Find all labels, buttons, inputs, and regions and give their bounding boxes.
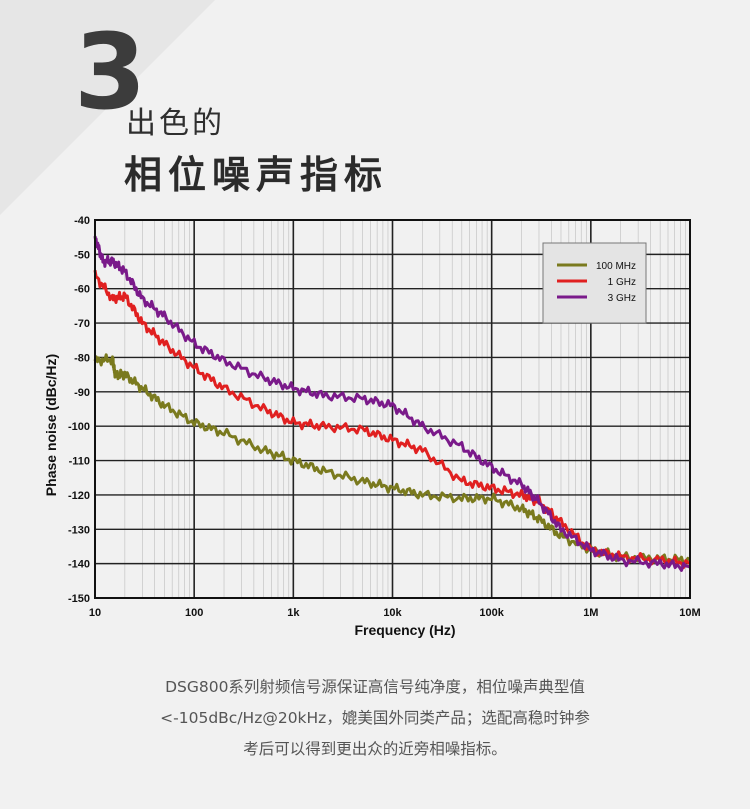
x-tick-label: 100 [185, 607, 203, 619]
x-tick-label: 100k [479, 607, 504, 619]
y-axis-label: Phase noise (dBc/Hz) [43, 354, 59, 496]
x-tick-label: 1k [287, 607, 300, 619]
decorative-corner [0, 0, 215, 215]
series-line-0 [93, 353, 692, 566]
y-tick-label: -130 [68, 524, 90, 536]
y-tick-label: -120 [68, 490, 90, 502]
x-tick-label: 1M [583, 607, 598, 619]
y-tick-label: -150 [68, 593, 90, 605]
section-number: 3 [74, 11, 146, 133]
y-tick-label: -50 [74, 249, 90, 261]
caption: DSG800系列射频信号源保证高信号纯净度，相位噪声典型值 <-105dBc/H… [0, 672, 750, 765]
caption-line-1: DSG800系列射频信号源保证高信号纯净度，相位噪声典型值 [165, 678, 585, 696]
title-line-2: 相位噪声指标 [124, 153, 389, 197]
y-tick-label: -80 [74, 352, 90, 364]
x-axis-label: Frequency (Hz) [354, 622, 455, 638]
y-tick-label: -70 [74, 318, 90, 330]
x-tick-label: 10M [679, 607, 700, 619]
legend-box [542, 242, 647, 324]
y-tick-label: -40 [74, 215, 90, 227]
legend: 100 MHz 1 GHz 3 GHz [542, 242, 647, 324]
y-tick-label: -140 [68, 559, 90, 571]
axes: 10 100 1k 10k 100k 1M 10M -40 -50 -60 -70 -80 -90 -10… [68, 215, 701, 619]
x-tick-label: 10 [89, 607, 101, 619]
y-tick-label: -60 [74, 284, 90, 296]
plot-frame [94, 219, 691, 599]
legend-label: 1 GHz [608, 277, 636, 288]
hero-section: 3 出色的 相位噪声指标 [0, 0, 750, 215]
x-tick-label: 10k [383, 607, 402, 619]
legend-label: 100 MHz [596, 261, 636, 272]
series-group [93, 235, 692, 572]
caption-line-2: <-105dBc/Hz@20kHz，媲美国外同类产品；选配高稳时钟参 [160, 709, 590, 727]
y-tick-label: -110 [69, 456, 90, 468]
series-line-2 [93, 235, 691, 572]
title-line-1: 出色的 [126, 106, 225, 141]
chart-svg: 10 100 1k 10k 100k 1M 10M -40 -50 -60 -70 -80 -90 -10… [40, 210, 710, 650]
y-tick-label: -100 [68, 421, 90, 433]
legend-label: 3 GHz [608, 293, 636, 304]
y-tick-label: -90 [74, 387, 90, 399]
caption-line-3: 考后可以得到更出众的近旁相噪指标。 [243, 740, 507, 758]
phase-noise-chart: 10 100 1k 10k 100k 1M 10M -40 -50 -60 -70 -80 -90 -10… [40, 210, 710, 650]
